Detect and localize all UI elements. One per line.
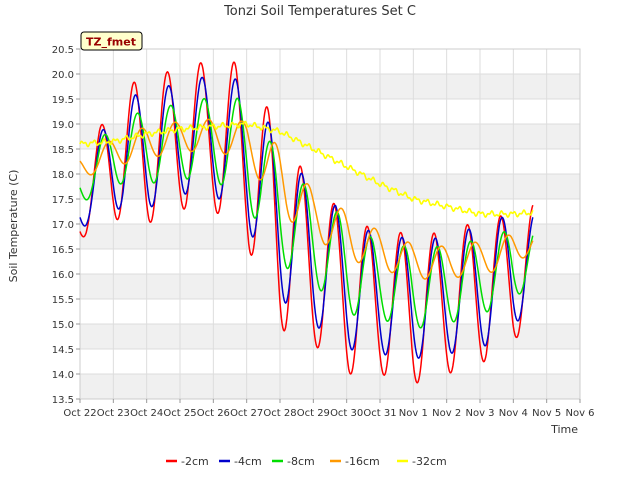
- x-tick-label: Nov 3: [465, 408, 494, 419]
- x-tick-label: Oct 28: [263, 408, 296, 419]
- y-tick-label: 19.5: [52, 95, 74, 106]
- plot-band: [80, 374, 580, 399]
- x-tick-label: Nov 1: [399, 408, 428, 419]
- y-tick-label: 18.5: [52, 145, 74, 156]
- series-lines: [79, 61, 534, 384]
- x-tick-label: Oct 26: [197, 408, 230, 419]
- x-tick-label: Nov 4: [499, 408, 528, 419]
- series-line-4cm: [79, 76, 534, 359]
- plot-band: [80, 124, 580, 149]
- y-axis-label: Soil Temperature (C): [7, 170, 20, 283]
- x-tick-label: Oct 23: [97, 408, 130, 419]
- y-tick-label: 15.0: [52, 320, 74, 331]
- x-tick-label: Oct 24: [130, 408, 163, 419]
- x-tick-label: Oct 30: [330, 408, 363, 419]
- x-tick-label: Oct 31: [363, 408, 396, 419]
- chart-title: Tonzi Soil Temperatures Set C: [223, 4, 416, 19]
- station-tag: TZ_fmet: [80, 31, 143, 51]
- x-tick-label: Oct 27: [230, 408, 263, 419]
- y-tick-label: 17.0: [52, 220, 74, 231]
- x-tick-label: Nov 2: [432, 408, 461, 419]
- station-tag-box: [80, 31, 143, 51]
- y-tick-label: 18.0: [52, 170, 74, 181]
- y-tick-label: 20.0: [52, 70, 74, 81]
- legend-label: -32cm: [412, 455, 447, 468]
- x-tick-label: Nov 6: [565, 408, 594, 419]
- x-tick-label: Oct 22: [63, 408, 96, 419]
- y-tick-label: 15.5: [52, 295, 74, 306]
- y-tick-label: 14.0: [52, 370, 74, 381]
- x-tick-label: Oct 29: [297, 408, 330, 419]
- plot-band: [80, 274, 580, 299]
- legend-label: -2cm: [181, 455, 209, 468]
- x-tick-label: Nov 5: [532, 408, 561, 419]
- plot-band: [80, 324, 580, 349]
- y-tick-label: 16.0: [52, 270, 74, 281]
- y-tick-label: 17.5: [52, 195, 74, 206]
- x-axis: Oct 22 Oct 23 Oct 24 Oct 25 Oct 26 Oct 27 Oct …: [63, 399, 595, 419]
- y-tick-label: 19.0: [52, 120, 74, 131]
- series-line-8cm: [79, 97, 534, 329]
- legend-label: -16cm: [345, 455, 380, 468]
- station-tag-label: TZ_fmet: [86, 36, 136, 49]
- legend-label: -8cm: [287, 455, 315, 468]
- y-tick-label: 14.5: [52, 345, 74, 356]
- legend-label: -4cm: [234, 455, 262, 468]
- plot-band: [80, 174, 580, 199]
- y-tick-label: 20.5: [52, 45, 74, 56]
- y-tick-label: 16.5: [52, 245, 74, 256]
- legend: -2cm -4cm -8cm -16cm -32cm: [166, 455, 447, 468]
- y-axis: 13.5 14.0 14.5 15.0 15.5 16.0 16.5 17.0 17.5 18.0…: [52, 45, 80, 406]
- plot-band: [80, 74, 580, 99]
- series-line-32cm: [79, 120, 534, 218]
- series-line-16cm: [79, 118, 534, 280]
- y-tick-label: 13.5: [52, 395, 74, 406]
- x-axis-label: Time: [550, 423, 578, 436]
- x-tick-label: Oct 25: [163, 408, 196, 419]
